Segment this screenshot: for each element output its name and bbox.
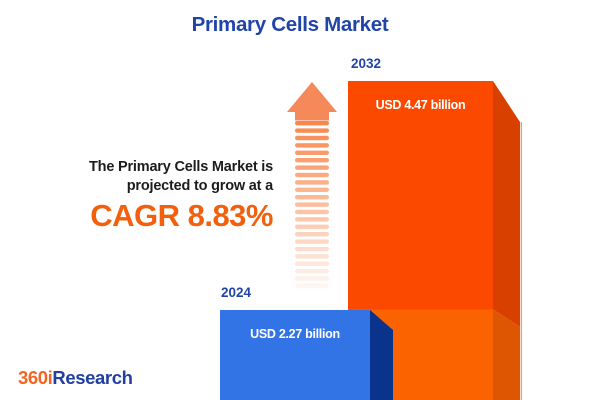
bar-2032-side-upper [493,81,520,327]
bar-2032 [348,81,522,400]
cagr-value: CAGR 8.83% [90,198,273,233]
bar-2032-edge-highlight [520,122,522,400]
bar-2024-side [370,310,393,400]
growth-arrow-head [287,82,337,121]
growth-arrow-shaft-stripes [295,121,329,289]
bar-2024-front [220,310,370,400]
logo-research: Research [52,367,133,388]
logo-360i: 360i [18,367,53,388]
year-label-2032: 2032 [351,56,382,71]
bar-value-label-2024: USD 2.27 billion [250,327,340,341]
bar-2024 [220,310,393,400]
growth-message-line1: The Primary Cells Market is [89,159,273,175]
bar-2032-side-lower [493,309,520,400]
growth-message: The Primary Cells Market is projected to… [13,158,273,196]
chart-title: Primary Cells Market [191,13,389,36]
company-logo: 360iResearch [18,367,133,389]
bar-2032-front-upper [348,81,493,310]
year-label-2024: 2024 [221,285,252,300]
bar-value-label-2032: USD 4.47 billion [375,98,466,112]
growth-arrow-icon [287,82,337,289]
growth-message-line2: projected to grow at a [126,178,273,194]
